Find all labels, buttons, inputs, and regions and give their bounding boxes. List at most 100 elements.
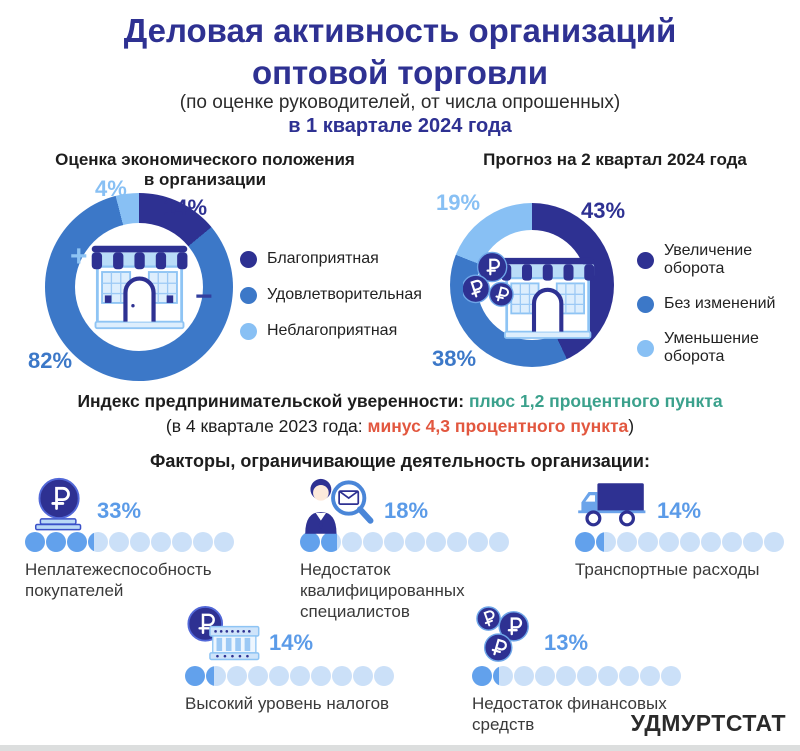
left-chart-title: Оценка экономического положения в органи… <box>55 150 355 189</box>
factor-label: Неплатежеспособность покупателей <box>25 560 212 600</box>
gauge-dot <box>598 666 618 686</box>
organization-logo-text: УДМУРТСТАТ <box>630 710 786 736</box>
report-period: в 1 квартале 2024 года <box>288 115 512 137</box>
gauge-dot <box>596 532 616 552</box>
gauge-dot <box>248 666 268 686</box>
bottom-edge-strip <box>0 745 800 751</box>
page-title-line1: Деловая активность организаций <box>123 12 677 49</box>
gauge-dot <box>151 532 171 552</box>
legend-color-dot <box>240 322 257 340</box>
confidence-index-line: Индекс предпринимательской уверенности: … <box>0 391 800 412</box>
ruble-coins-icon <box>461 251 514 307</box>
gauge-dot <box>577 666 597 686</box>
factor-value-label: 33% <box>97 498 142 523</box>
factor-dot-gauge <box>472 666 712 686</box>
factor-dot-gauge <box>575 532 800 552</box>
gauge-dot <box>227 666 247 686</box>
gauge-dot <box>659 532 679 552</box>
gauge-dot <box>489 532 509 552</box>
segment-value-label: 19% <box>436 190 481 215</box>
factor-label: Транспортные расходы <box>575 560 760 579</box>
recruiter-with-magnifier-icon <box>300 476 380 539</box>
gauge-dot <box>535 666 555 686</box>
factor-label: Высокий уровень налогов <box>185 694 390 713</box>
gauge-dot <box>680 532 700 552</box>
gauge-dot <box>269 666 289 686</box>
gauge-dot <box>764 532 784 552</box>
left-legend: Благоприятная Удовлетворительная Неблаго… <box>240 250 422 340</box>
factor-item: 33% Неплатежеспособность покупателей <box>25 476 265 601</box>
gauge-dot <box>332 666 352 686</box>
legend-item: Удовлетворительная <box>240 286 422 304</box>
right-legend: Увеличение оборота Без изменений Уменьше… <box>637 242 800 366</box>
factor-label: Недостаток квалифицированных специалисто… <box>300 560 465 621</box>
gauge-dot <box>426 532 446 552</box>
gauge-dot <box>638 532 658 552</box>
legend-color-dot <box>637 251 654 269</box>
segment-value-label: 38% <box>432 346 477 371</box>
gauge-dot <box>109 532 129 552</box>
gauge-dot <box>405 532 425 552</box>
page-subtitle: (по оценке руководителей, от числа опрош… <box>179 92 621 113</box>
plus-sign: + <box>70 240 88 273</box>
factor-item: 14% Транспортные расходы <box>575 476 800 580</box>
confidence-index-current: плюс 1,2 процентного пункта <box>468 391 723 411</box>
gauge-dot <box>493 666 513 686</box>
legend-item: Увеличение оборота <box>637 242 800 278</box>
gauge-dot <box>130 532 150 552</box>
factor-value-label: 18% <box>384 498 429 523</box>
factor-dot-gauge <box>300 532 540 552</box>
gauge-dot <box>214 532 234 552</box>
three-ruble-coins-icon <box>474 606 536 671</box>
gauge-dot <box>193 532 213 552</box>
legend-color-dot <box>240 250 257 268</box>
gauge-dot <box>88 532 108 552</box>
ruble-coin-on-stand-icon <box>27 476 93 537</box>
page-title-line2: оптовой торговли <box>251 54 549 91</box>
confidence-index-previous-line: (в 4 квартале 2023 года: минус 4,3 проце… <box>165 416 635 436</box>
storefront-icon <box>88 238 191 341</box>
legend-item: Без изменений <box>637 295 800 313</box>
gauge-dot <box>46 532 66 552</box>
factor-value-label: 14% <box>269 630 314 655</box>
confidence-index-previous: минус 4,3 процентного пункта <box>367 416 629 436</box>
gauge-dot <box>353 666 373 686</box>
segment-value-label: 43% <box>581 198 626 223</box>
gauge-dot <box>384 532 404 552</box>
factor-item: 18% Недостаток квалифицированных специал… <box>300 476 540 622</box>
legend-item: Неблагоприятная <box>240 322 422 340</box>
gauge-dot <box>363 532 383 552</box>
gauge-dot <box>722 532 742 552</box>
minus-sign: − <box>195 280 213 313</box>
factor-item: 14% Высокий уровень налогов <box>185 606 425 714</box>
gauge-dot <box>661 666 681 686</box>
gauge-dot <box>300 532 320 552</box>
gauge-dot <box>321 532 341 552</box>
gauge-dot <box>617 532 637 552</box>
truck-icon <box>575 480 647 533</box>
gauge-dot <box>67 532 87 552</box>
gauge-dot <box>640 666 660 686</box>
right-chart-title: Прогноз на 2 квартал 2024 года <box>483 150 747 169</box>
segment-value-label: 82% <box>28 348 73 373</box>
storefront-with-coins-icon <box>461 245 595 345</box>
gauge-dot <box>342 532 362 552</box>
legend-item: Уменьшение оборота <box>637 330 800 366</box>
factors-section-title: Факторы, ограничивающие деятельность орг… <box>150 451 650 471</box>
gauge-dot <box>374 666 394 686</box>
gauge-dot <box>172 532 192 552</box>
gauge-dot <box>290 666 310 686</box>
legend-color-dot <box>637 295 654 313</box>
segment-value-label: 14% <box>163 195 208 220</box>
factor-value-label: 14% <box>657 498 702 523</box>
gauge-dot <box>185 666 205 686</box>
gauge-dot <box>25 532 45 552</box>
legend-color-dot <box>240 286 257 304</box>
gauge-dot <box>472 666 492 686</box>
gauge-dot <box>514 666 534 686</box>
gauge-dot <box>701 532 721 552</box>
gauge-dot <box>447 532 467 552</box>
factor-dot-gauge <box>185 666 425 686</box>
segment-value-label: 4% <box>95 176 127 201</box>
